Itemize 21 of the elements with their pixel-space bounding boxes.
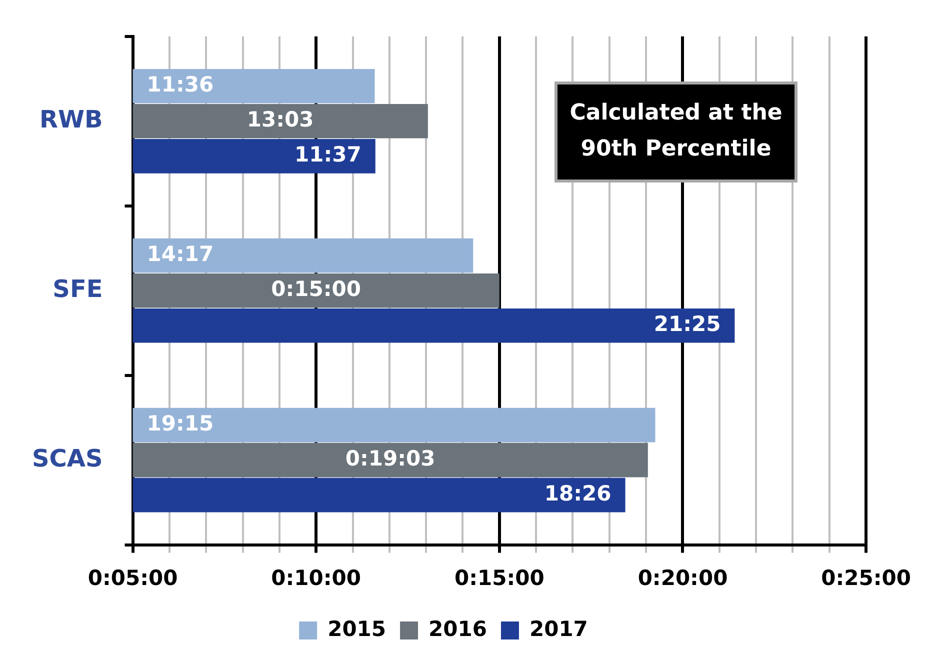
x-tick-label: 0:10:00 <box>271 566 362 590</box>
y-tick-label: RWB <box>40 105 103 134</box>
legend-label: 2015 <box>328 616 386 641</box>
x-tick-label: 0:20:00 <box>638 566 728 590</box>
y-tick-label: SCAS <box>32 444 103 472</box>
annotation: Calculated at the 90th Percentile <box>570 100 782 162</box>
data-label: 13:03 <box>246 108 314 132</box>
data-label: 21:25 <box>654 312 721 336</box>
data-label: 19:15 <box>146 411 214 436</box>
data-label: 14:17 <box>146 242 214 266</box>
x-tick-label: 0:25:00 <box>821 566 911 590</box>
x-tick-label: 0:15:00 <box>454 566 544 590</box>
legend-label: 2017 <box>529 616 588 641</box>
data-label: 11:37 <box>294 142 362 167</box>
x-tick-label: 0:05:00 <box>88 566 178 590</box>
data-label: 0:15:00 <box>271 277 362 302</box>
data-label: 0:19:03 <box>345 446 436 471</box>
legend-label: 2016 <box>428 616 487 641</box>
data-label: 11:36 <box>146 72 214 97</box>
y-tick-label: SFE <box>52 274 103 303</box>
data-label: 18:26 <box>544 482 612 506</box>
